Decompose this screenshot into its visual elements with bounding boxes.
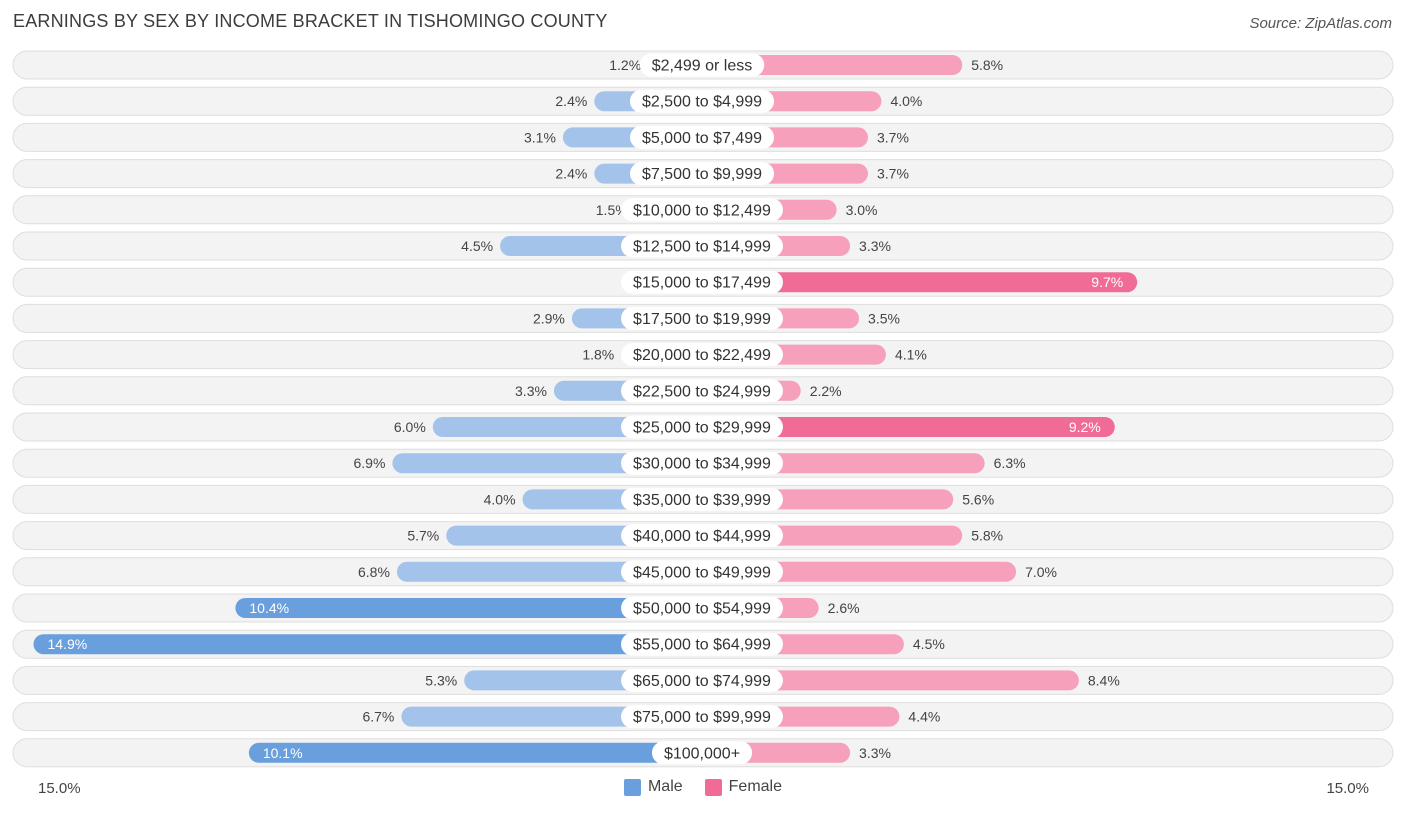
female-value-label: 6.3% [994, 455, 1026, 471]
female-value-label: 5.8% [971, 57, 1003, 73]
male-value-label: 1.8% [582, 347, 614, 363]
legend-item-male[interactable]: Male [623, 778, 683, 796]
legend-label-female: Female [728, 778, 783, 795]
male-value-label: 2.9% [533, 310, 565, 326]
category-label-pill [621, 705, 783, 729]
female-value-label: 3.3% [859, 238, 891, 254]
female-value-label: 3.3% [859, 745, 891, 761]
female-value-label: 5.6% [962, 491, 994, 507]
female-swatch-icon [704, 778, 722, 796]
female-value-label: 9.2% [1069, 419, 1101, 435]
male-value-label: 2.4% [555, 93, 587, 109]
female-value-label: 3.5% [868, 310, 900, 326]
male-value-label: 6.8% [358, 564, 390, 580]
male-value-label: 3.1% [524, 129, 556, 145]
category-label: $55,000 to $64,999 [633, 637, 771, 654]
category-label: $40,000 to $44,999 [633, 528, 771, 545]
category-label: $50,000 to $54,999 [633, 601, 771, 618]
category-label: $30,000 to $34,999 [633, 456, 771, 473]
male-value-label: 6.9% [353, 455, 385, 471]
category-label-pill [621, 632, 783, 656]
category-label-pill [621, 343, 783, 367]
female-value-label: 3.0% [846, 202, 878, 218]
category-label-pill [621, 306, 783, 330]
male-value-label: 10.4% [249, 600, 289, 616]
category-label-pill [629, 125, 775, 149]
legend: Male Female [0, 778, 1406, 796]
male-value-label: 5.3% [425, 672, 457, 688]
category-label: $7,500 to $9,999 [642, 166, 762, 183]
female-value-label: 3.7% [877, 166, 909, 182]
category-label-pill [629, 89, 775, 113]
category-label-pill [621, 379, 783, 403]
female-value-label: 4.1% [895, 347, 927, 363]
axis-label-right: 15.0% [1326, 780, 1369, 797]
male-value-label: 14.9% [47, 636, 87, 652]
male-value-label: 2.4% [555, 166, 587, 182]
female-bar [702, 670, 1079, 691]
female-value-label: 4.0% [890, 93, 922, 109]
female-value-label: 5.8% [971, 528, 1003, 544]
legend-label-male: Male [647, 778, 683, 795]
male-bar [248, 742, 702, 763]
income-chart: 1.2% 5.8% $2,499 or less 2.4% 4.0% $2,500 to … [12, 50, 1394, 768]
category-label-pill [621, 451, 783, 475]
category-label: $100,000+ [664, 745, 740, 762]
category-label: $22,500 to $24,999 [633, 383, 771, 400]
male-value-label: 10.1% [263, 745, 303, 761]
category-label-pill [621, 560, 783, 584]
female-bar [702, 272, 1138, 293]
category-label-pill [621, 596, 783, 620]
male-value-label: 4.5% [461, 238, 493, 254]
category-label: $45,000 to $49,999 [633, 564, 771, 581]
female-value-label: 4.4% [908, 709, 940, 725]
male-value-label: 5.7% [407, 528, 439, 544]
male-value-label: 1.5% [596, 202, 628, 218]
category-label-pill [639, 53, 765, 77]
category-label: $75,000 to $99,999 [633, 709, 771, 726]
male-value-label: 6.7% [362, 709, 394, 725]
female-bar [702, 55, 963, 75]
legend-item-female[interactable]: Female [704, 778, 783, 796]
female-value-label: 4.5% [913, 636, 945, 652]
category-label: $35,000 to $39,999 [633, 492, 771, 509]
female-value-label: 9.7% [1091, 274, 1123, 290]
category-label-pill [629, 162, 775, 186]
female-value-label: 7.0% [1025, 564, 1057, 580]
male-value-label: 4.0% [484, 491, 516, 507]
male-value-label: 6.0% [394, 419, 426, 435]
category-label-pill [621, 234, 783, 258]
category-label: $2,500 to $4,999 [642, 94, 762, 111]
category-label-pill [621, 198, 783, 222]
category-label-pill [621, 668, 783, 692]
chart-title: EARNINGS BY SEX BY INCOME BRACKET IN TIS… [13, 11, 608, 31]
male-swatch-icon [623, 778, 641, 796]
category-label: $10,000 to $12,499 [633, 202, 771, 219]
category-label-pill [621, 487, 783, 511]
category-label-pill [621, 270, 783, 294]
category-label-pill [651, 741, 753, 765]
male-value-label: 3.3% [515, 383, 547, 399]
female-value-label: 3.7% [877, 129, 909, 145]
category-label: $20,000 to $22,499 [633, 347, 771, 364]
female-value-label: 8.4% [1088, 672, 1120, 688]
category-label: $25,000 to $29,999 [633, 420, 771, 437]
male-bar [33, 634, 702, 655]
male-value-label: 1.2% [609, 57, 641, 73]
male-bar [235, 598, 703, 618]
category-label: $17,500 to $19,999 [633, 311, 771, 328]
female-bar [702, 417, 1115, 437]
category-label: $12,500 to $14,999 [633, 239, 771, 256]
female-value-label: 2.2% [810, 383, 842, 399]
category-label: $5,000 to $7,499 [642, 130, 762, 147]
female-value-label: 2.6% [828, 600, 860, 616]
category-label: $15,000 to $17,499 [633, 275, 771, 292]
category-label: $2,499 or less [652, 58, 753, 75]
source-label: Source: ZipAtlas.com [1249, 15, 1392, 32]
axis-label-left: 15.0% [38, 780, 81, 797]
category-label-pill [621, 415, 783, 439]
category-label-pill [621, 524, 783, 548]
category-label: $65,000 to $74,999 [633, 673, 771, 690]
